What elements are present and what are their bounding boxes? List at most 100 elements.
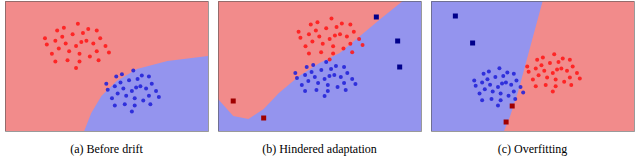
square-point: [395, 39, 400, 44]
point: [307, 32, 311, 36]
decision-region: [84, 56, 208, 131]
point: [499, 92, 503, 96]
axis-line: [432, 131, 635, 132]
plot-area: [431, 1, 634, 131]
point: [338, 32, 342, 36]
point: [575, 71, 579, 75]
point: [138, 84, 142, 88]
point: [147, 75, 151, 79]
point: [345, 71, 349, 75]
point: [314, 88, 318, 92]
point: [119, 81, 123, 85]
point: [327, 74, 331, 78]
point: [91, 41, 95, 45]
point: [309, 23, 313, 27]
point: [324, 26, 328, 30]
point: [316, 81, 320, 85]
point: [344, 88, 348, 92]
point: [321, 42, 325, 46]
point: [562, 80, 566, 84]
point: [531, 78, 535, 82]
series: [374, 15, 402, 70]
point: [97, 58, 101, 62]
point: [568, 75, 572, 79]
point: [60, 35, 64, 39]
point: [512, 72, 516, 76]
point: [116, 91, 120, 95]
point: [88, 54, 92, 58]
square-point: [374, 15, 379, 20]
panel: (a) Before drift: [5, 1, 209, 156]
point: [483, 87, 487, 91]
point: [74, 66, 78, 70]
point: [130, 89, 134, 93]
square-point: [510, 104, 515, 109]
decision-region: [218, 1, 403, 119]
point: [521, 90, 525, 94]
figure: (a) Before drift(b) Hindered adaptation(…: [0, 0, 640, 163]
point: [110, 96, 114, 100]
point: [95, 49, 99, 53]
point: [326, 89, 330, 93]
point: [482, 72, 486, 76]
point: [293, 71, 297, 75]
decision-region: [5, 1, 208, 131]
point: [314, 29, 318, 33]
point: [76, 22, 80, 26]
point: [310, 39, 314, 43]
point: [134, 85, 138, 89]
point: [295, 76, 299, 80]
caption: (a) Before drift: [70, 142, 143, 156]
plot-area: [218, 1, 421, 131]
axis-line: [218, 2, 219, 132]
axis-line: [431, 2, 432, 132]
point: [298, 36, 302, 40]
point: [323, 94, 327, 98]
point: [551, 71, 555, 75]
point: [474, 84, 478, 88]
point: [472, 78, 476, 82]
point: [319, 68, 323, 72]
point: [310, 70, 314, 74]
point: [331, 44, 335, 48]
decision-region: [431, 1, 543, 131]
point: [45, 43, 49, 47]
point: [348, 23, 352, 27]
axis-y: [431, 2, 432, 132]
point: [568, 58, 572, 62]
point: [345, 35, 349, 39]
series: [504, 104, 515, 125]
point: [565, 69, 569, 73]
point: [487, 70, 491, 74]
point: [140, 73, 144, 77]
point: [130, 109, 134, 113]
point: [551, 90, 555, 94]
point: [78, 60, 82, 64]
axis-x: [6, 131, 209, 132]
point: [339, 75, 343, 79]
series: [43, 22, 111, 70]
point: [313, 75, 317, 79]
point: [500, 82, 504, 86]
point: [571, 64, 575, 68]
point: [514, 78, 518, 82]
square-point: [231, 99, 236, 104]
axis-line: [421, 2, 422, 132]
point: [488, 83, 492, 87]
point: [331, 51, 335, 55]
point: [57, 47, 61, 51]
point: [554, 84, 558, 88]
square-point: [504, 120, 509, 125]
series: [472, 66, 525, 107]
series: [453, 14, 475, 46]
point: [133, 103, 137, 107]
point: [311, 63, 315, 67]
point: [555, 68, 559, 72]
point: [513, 97, 517, 101]
point: [66, 58, 70, 62]
point: [62, 26, 66, 30]
series: [525, 52, 582, 93]
axis-line: [219, 131, 422, 132]
point: [578, 76, 582, 80]
point: [334, 64, 338, 68]
